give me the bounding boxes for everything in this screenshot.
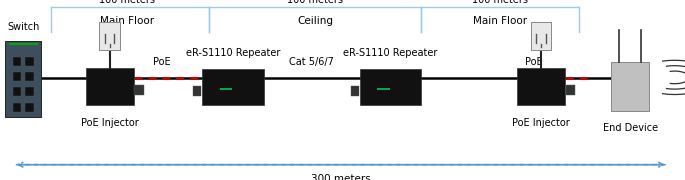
FancyBboxPatch shape (13, 72, 21, 81)
FancyBboxPatch shape (220, 88, 232, 90)
Text: PoE: PoE (153, 57, 171, 67)
FancyBboxPatch shape (13, 87, 21, 96)
FancyBboxPatch shape (25, 103, 34, 112)
FancyBboxPatch shape (25, 57, 34, 66)
FancyBboxPatch shape (612, 62, 649, 111)
Text: Main Floor: Main Floor (473, 16, 527, 26)
FancyBboxPatch shape (86, 68, 134, 105)
FancyBboxPatch shape (531, 22, 551, 50)
FancyBboxPatch shape (351, 86, 359, 96)
Text: Switch: Switch (7, 22, 40, 32)
FancyBboxPatch shape (566, 85, 575, 95)
FancyBboxPatch shape (193, 86, 201, 96)
FancyBboxPatch shape (5, 41, 41, 117)
Text: 300 meters: 300 meters (311, 174, 371, 180)
Text: eR-S1110 Repeater: eR-S1110 Repeater (186, 48, 280, 58)
FancyBboxPatch shape (202, 69, 264, 105)
Text: 100 meters: 100 meters (472, 0, 528, 5)
Text: 100 meters: 100 meters (287, 0, 343, 5)
FancyBboxPatch shape (134, 85, 144, 95)
Text: End Device: End Device (603, 123, 658, 133)
Text: Ceiling: Ceiling (297, 16, 333, 26)
FancyBboxPatch shape (517, 68, 565, 105)
Text: Main Floor: Main Floor (99, 16, 154, 26)
Text: 100 meters: 100 meters (99, 0, 155, 5)
FancyBboxPatch shape (13, 103, 21, 112)
Text: Cat 5/6/7: Cat 5/6/7 (289, 57, 334, 67)
Text: eR-S1110 Repeater: eR-S1110 Repeater (343, 48, 438, 58)
FancyBboxPatch shape (99, 22, 120, 50)
FancyBboxPatch shape (25, 72, 34, 81)
FancyBboxPatch shape (25, 87, 34, 96)
FancyBboxPatch shape (377, 88, 390, 90)
FancyBboxPatch shape (360, 69, 421, 105)
FancyBboxPatch shape (13, 57, 21, 66)
Text: PoE Injector: PoE Injector (512, 118, 570, 128)
Text: PoE: PoE (525, 57, 543, 67)
FancyBboxPatch shape (9, 43, 38, 45)
Text: PoE Injector: PoE Injector (81, 118, 138, 128)
